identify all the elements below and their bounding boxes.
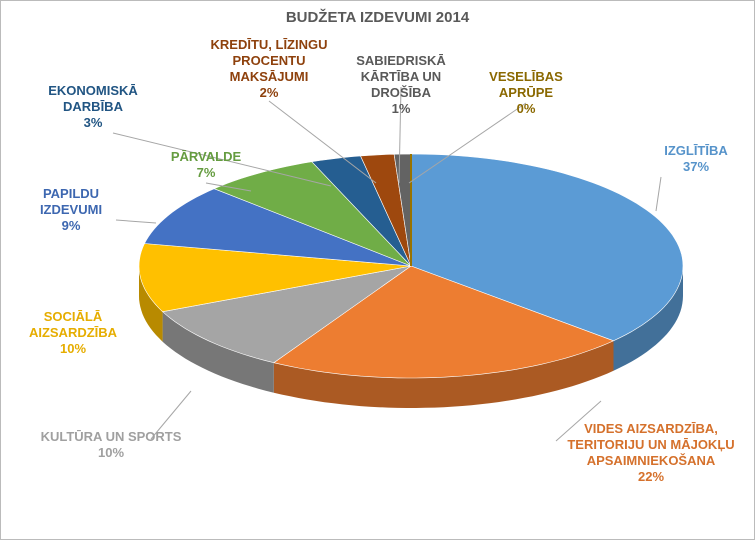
data-label: PĀRVALDE 7%	[156, 149, 256, 181]
leader-line	[268, 100, 377, 184]
data-label: VESELĪBAS APRŪPE 0%	[471, 69, 581, 117]
data-label: KULTŪRA UN SPORTS 10%	[31, 429, 191, 461]
value-label: 7%	[196, 165, 216, 180]
value-label: 37%	[682, 159, 710, 174]
slice	[144, 188, 412, 267]
category-label: KULTŪRA UN SPORTS	[40, 429, 182, 444]
data-label: KREDĪTU, LĪZINGU PROCENTU MAKSĀJUMI 2%	[209, 37, 329, 101]
slice-side	[139, 266, 163, 342]
leader-line	[205, 182, 252, 192]
data-label: PAPILDU IZDEVUMI 9%	[11, 186, 131, 234]
slice	[311, 155, 412, 267]
value-label: 9%	[61, 218, 81, 233]
slice	[410, 153, 684, 342]
leader-line	[555, 400, 602, 442]
slice-side	[613, 266, 683, 371]
slice-side	[273, 340, 614, 408]
leader-line	[398, 86, 402, 184]
value-label: 0%	[516, 101, 536, 116]
value-label: 10%	[59, 341, 87, 356]
category-label: SABIEDRISKĀ KĀRTĪBA UN DROŠĪBA	[356, 53, 446, 100]
category-label: PĀRVALDE	[170, 149, 242, 164]
category-label: SOCIĀLĀ AIZSARDZĪBA	[28, 309, 118, 340]
leader-line	[115, 219, 157, 224]
value-label: 1%	[391, 101, 411, 116]
chart-title: BUDŽETA IZDEVUMI 2014	[285, 9, 470, 26]
category-label: VESELĪBAS APRŪPE	[489, 69, 563, 100]
slice	[161, 265, 412, 364]
category-label: PAPILDU IZDEVUMI	[39, 186, 103, 217]
data-label: IZGLĪTĪBA 37%	[641, 143, 751, 175]
value-label: 10%	[97, 445, 125, 460]
slice-side	[162, 311, 274, 393]
leader-line	[408, 102, 527, 184]
data-label: EKONOMISKĀ DARBĪBA 3%	[18, 83, 168, 131]
leader-line	[150, 390, 192, 440]
value-label: 3%	[83, 115, 103, 130]
slice	[273, 265, 615, 379]
category-label: IZGLĪTĪBA	[664, 143, 728, 158]
slice	[213, 161, 412, 267]
data-label: SOCIĀLĀ AIZSARDZĪBA 10%	[8, 309, 138, 357]
leader-line	[655, 176, 662, 212]
value-label: 22%	[637, 469, 665, 484]
category-label: KREDĪTU, LĪZINGU PROCENTU MAKSĀJUMI	[210, 37, 328, 84]
category-label: EKONOMISKĀ DARBĪBA	[48, 83, 138, 114]
category-label: VIDES AIZSARDZĪBA, TERITORIJU UN MĀJOKĻU…	[567, 421, 735, 468]
leader-line	[112, 132, 332, 187]
value-label: 2%	[259, 85, 279, 100]
data-label: SABIEDRISKĀ KĀRTĪBA UN DROŠĪBA 1%	[331, 53, 471, 117]
data-label: VIDES AIZSARDZĪBA, TERITORIJU UN MĀJOKĻU…	[551, 421, 751, 485]
